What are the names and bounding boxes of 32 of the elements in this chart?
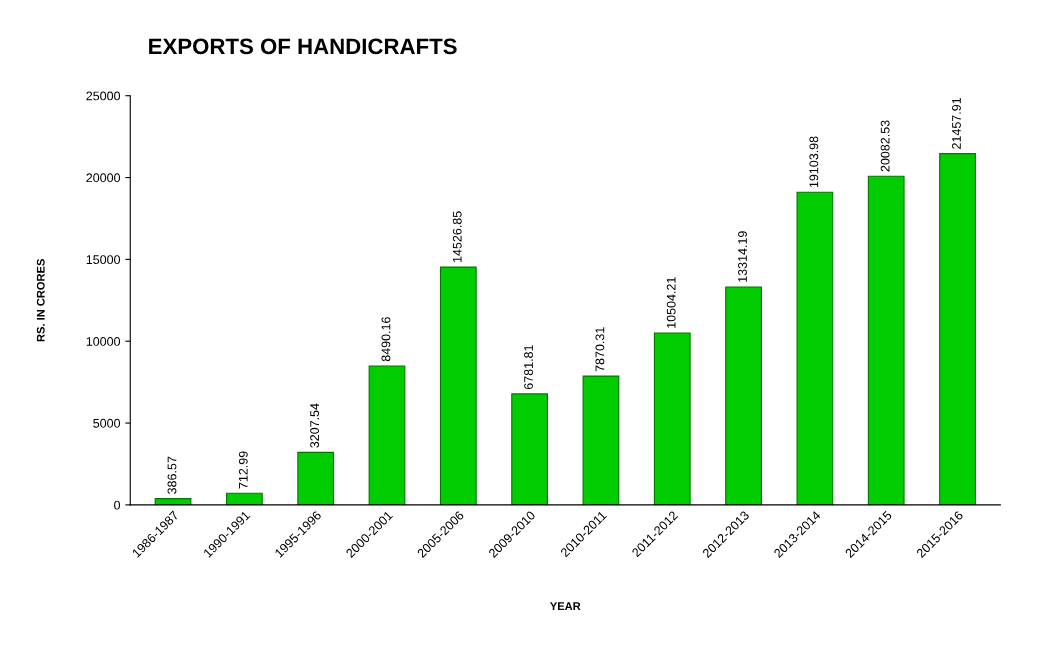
bar [511,393,549,505]
bar [582,375,620,505]
data-label: 386.57 [167,456,177,494]
y-tick-label: 0 [114,500,121,510]
data-label: 3207.54 [310,403,320,448]
y-tick-label: 25000 [86,91,121,101]
bar [796,191,834,505]
bar [225,492,263,505]
y-tick-label: 10000 [86,337,121,346]
data-label: 8490.16 [381,317,391,362]
y-axis-title: RS. IN CRORES [36,259,45,342]
data-label: 21457.91 [952,97,961,149]
data-label: 13314.19 [738,231,747,282]
bar [653,332,691,505]
data-label: 712.99 [238,451,248,489]
bar [439,266,477,505]
bar [368,365,406,505]
bar [867,175,905,505]
data-label: 20082.53 [880,120,890,172]
chart-title: EXPORTS OF HANDICRAFTS [149,38,457,55]
data-label: 6781.81 [524,345,533,390]
bar [297,451,335,505]
data-label: 14526.85 [452,211,462,262]
y-tick-label: 5000 [93,418,121,428]
data-label: 10504.21 [666,277,676,328]
data-label: 19103.98 [809,136,819,188]
y-tick-label: 15000 [86,255,121,265]
bar [725,286,762,505]
y-tick-label: 20000 [86,173,121,183]
x-axis-title: YEAR [550,602,581,610]
data-label: 7870.31 [595,327,605,372]
bar [939,153,976,505]
